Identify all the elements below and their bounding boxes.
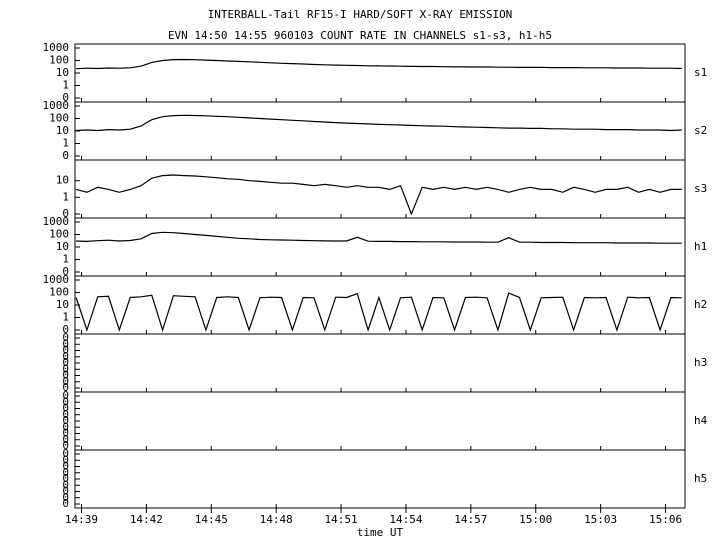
y-tick-label: 0 xyxy=(62,91,69,104)
data-line xyxy=(75,292,682,333)
panel-label: h4 xyxy=(694,414,708,427)
x-tick-label: 15:06 xyxy=(649,513,682,526)
y-tick-label: 0 xyxy=(62,362,69,375)
y-tick-label: 0 xyxy=(62,453,69,466)
y-tick-label: 0 xyxy=(62,466,69,479)
x-tick-label: 14:51 xyxy=(325,513,358,526)
y-tick-label: 0 xyxy=(62,323,69,336)
y-tick-label: 1 xyxy=(62,190,69,203)
panel-label: h3 xyxy=(694,356,707,369)
x-tick-label: 14:54 xyxy=(389,513,422,526)
y-tick-label: 0 xyxy=(62,427,69,440)
data-line xyxy=(76,231,682,244)
y-tick-label: 0 xyxy=(62,433,69,446)
panel-label: s2 xyxy=(694,124,707,137)
y-tick-label: 0 xyxy=(62,447,69,460)
y-tick-label: 0 xyxy=(62,478,69,491)
x-tick-label: 15:00 xyxy=(519,513,552,526)
x-tick-label: 14:45 xyxy=(195,513,228,526)
y-tick-label: 0 xyxy=(62,439,69,452)
data-line xyxy=(76,58,682,70)
y-tick-label: 0 xyxy=(62,395,69,408)
y-tick-label: 0 xyxy=(62,375,69,388)
y-tick-label: 0 xyxy=(62,408,69,421)
panel-label: h2 xyxy=(694,298,707,311)
y-tick-label: 100 xyxy=(49,112,69,125)
y-tick-label: 10 xyxy=(56,240,69,253)
x-tick-label: 14:39 xyxy=(65,513,98,526)
y-tick-label: 10 xyxy=(56,66,69,79)
y-tick-label: 0 xyxy=(62,491,69,504)
data-line xyxy=(75,174,682,216)
y-tick-label: 0 xyxy=(62,472,69,485)
panel-label: s3 xyxy=(694,182,707,195)
y-tick-label: 0 xyxy=(62,381,69,394)
chart-title: INTERBALL-Tail RF15-I HARD/SOFT X-RAY EM… xyxy=(208,8,513,21)
panel-label: s1 xyxy=(694,66,707,79)
y-tick-label: 1000 xyxy=(43,215,70,228)
y-tick-label: 0 xyxy=(62,337,69,350)
y-tick-label: 100 xyxy=(49,54,69,67)
y-tick-label: 1000 xyxy=(43,273,70,286)
y-tick-label: 1 xyxy=(62,79,69,92)
y-tick-label: 0 xyxy=(62,414,69,427)
y-tick-label: 1 xyxy=(62,311,69,324)
x-tick-label: 15:03 xyxy=(584,513,617,526)
y-tick-label: 0 xyxy=(62,356,69,369)
y-tick-label: 100 xyxy=(49,286,69,299)
x-axis-label: time UT xyxy=(357,526,404,539)
panel-label: h1 xyxy=(694,240,707,253)
y-tick-label: 0 xyxy=(62,402,69,415)
y-tick-label: 1 xyxy=(62,253,69,266)
y-tick-label: 10 xyxy=(56,174,69,187)
y-tick-label: 0 xyxy=(62,331,69,344)
x-tick-label: 14:48 xyxy=(260,513,293,526)
y-tick-label: 1000 xyxy=(43,99,70,112)
y-tick-label: 1000 xyxy=(43,41,70,54)
y-tick-label: 1 xyxy=(62,137,69,150)
x-tick-label: 14:42 xyxy=(130,513,163,526)
data-line xyxy=(76,114,682,132)
y-tick-label: 0 xyxy=(62,350,69,363)
y-tick-label: 0 xyxy=(62,369,69,382)
y-tick-label: 0 xyxy=(62,497,69,510)
y-tick-label: 10 xyxy=(56,298,69,311)
panel-label: h5 xyxy=(694,472,707,485)
x-tick-label: 14:57 xyxy=(454,513,487,526)
y-tick-label: 10 xyxy=(56,124,69,137)
y-tick-label: 100 xyxy=(49,228,69,241)
y-tick-label: 0 xyxy=(62,485,69,498)
y-tick-label: 0 xyxy=(62,389,69,402)
y-tick-label: 0 xyxy=(62,149,69,162)
y-tick-label: 0 xyxy=(62,460,69,473)
y-tick-label: 0 xyxy=(62,344,69,357)
chart-subtitle: EVN 14:50 14:55 960103 COUNT RATE IN CHA… xyxy=(168,29,552,42)
y-tick-label: 0 xyxy=(62,420,69,433)
y-tick-label: 0 xyxy=(62,265,69,278)
y-tick-label: 0 xyxy=(62,207,69,220)
